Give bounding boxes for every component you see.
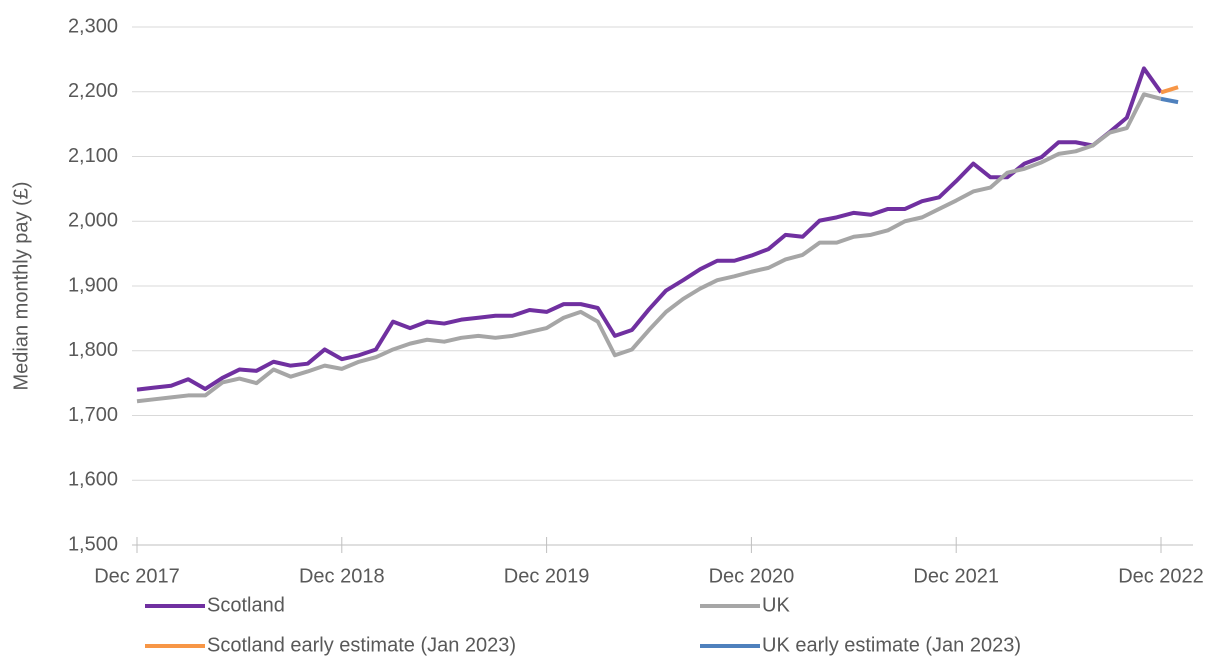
y-tick-label: 1,500 [68, 533, 118, 555]
y-tick-label: 2,200 [68, 80, 118, 102]
y-tick-label: 2,300 [68, 15, 118, 37]
x-tick-label: Dec 2017 [94, 565, 180, 587]
series-line [1160, 85, 1179, 95]
legend-label: UK [762, 594, 790, 616]
legend-label: Scotland [207, 594, 285, 616]
y-tick-label: 2,100 [68, 145, 118, 167]
legend-label: Scotland early estimate (Jan 2023) [207, 634, 516, 656]
x-tick-label: Dec 2019 [504, 565, 590, 587]
series-line [136, 92, 1162, 404]
x-tick-label: Dec 2021 [913, 565, 999, 587]
legend-label: UK early estimate (Jan 2023) [762, 634, 1021, 656]
series-line [1160, 96, 1179, 105]
x-tick-label: Dec 2018 [299, 565, 385, 587]
x-tick-label: Dec 2020 [709, 565, 795, 587]
y-tick-label: 1,600 [68, 469, 118, 491]
y-tick-label: 1,900 [68, 274, 118, 296]
x-tick-label: Dec 2022 [1118, 565, 1204, 587]
y-tick-label: 2,000 [68, 210, 118, 232]
y-tick-label: 1,800 [68, 339, 118, 361]
y-tick-label: 1,700 [68, 404, 118, 426]
y-axis-label: Median monthly pay (£) [10, 182, 32, 391]
series-line [136, 66, 1163, 392]
